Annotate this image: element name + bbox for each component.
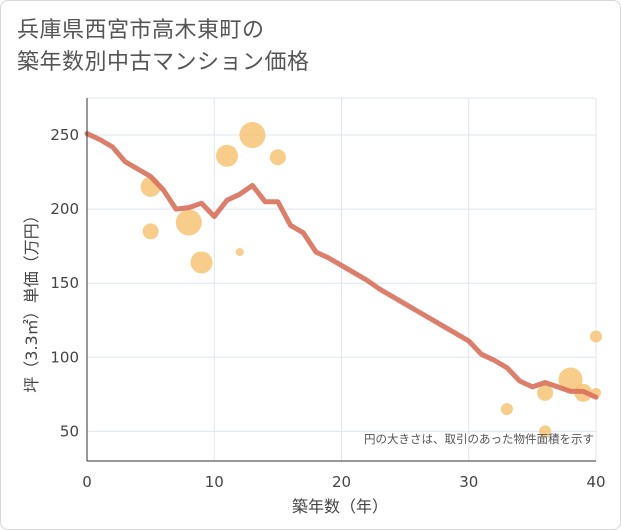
price-trend-line [84, 131, 599, 400]
chart-title-line2: 築年数別中古マンション価格 [17, 50, 310, 75]
chart-title-line1: 兵庫県西宮市高木東町の [17, 18, 265, 43]
price-bubble [235, 248, 244, 257]
tick-labels: 0 10 20 30 40 50 100 150 200 250 [50, 126, 605, 491]
y-tick-label: 50 [60, 422, 79, 440]
bubble-series [140, 122, 602, 438]
price-bubble [175, 209, 202, 236]
y-axis-title: 坪（3.3㎡）単価（万円） [22, 207, 41, 392]
price-bubble [558, 367, 583, 392]
price-bubble [215, 144, 238, 167]
bubble-size-note: 円の大きさは、取引のあった物件面積を示す [364, 432, 594, 446]
axes [86, 98, 596, 462]
x-tick-label: 10 [205, 473, 224, 491]
y-tick-label: 200 [50, 200, 79, 218]
chart-title: 兵庫県西宮市高木東町の 築年数別中古マンション価格 [17, 15, 310, 79]
y-tick-label: 250 [50, 126, 79, 144]
y-tick-label: 100 [50, 348, 79, 366]
price-bubble [142, 223, 159, 240]
x-tick-label: 30 [459, 473, 478, 491]
x-tick-label: 40 [586, 473, 605, 491]
price-bubble [190, 251, 213, 274]
x-axis-title: 築年数（年） [292, 497, 388, 516]
price-bubble [239, 122, 266, 149]
y-tick-label: 150 [50, 274, 79, 292]
x-tick-label: 0 [82, 473, 92, 491]
x-tick-label: 20 [332, 473, 351, 491]
grid-lines [87, 97, 597, 461]
price-bubble [537, 384, 554, 401]
price-bubble [590, 330, 602, 343]
price-bubble [269, 149, 286, 166]
price-bubble [539, 425, 552, 438]
price-bubble [500, 403, 513, 416]
